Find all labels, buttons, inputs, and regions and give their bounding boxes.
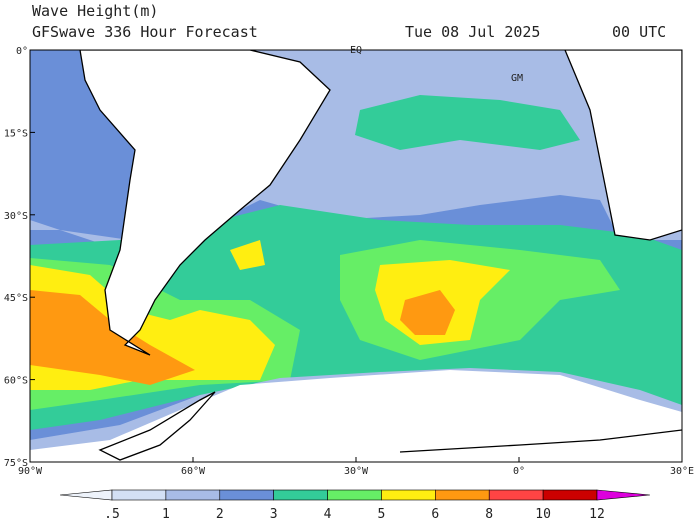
colorbar-label: 8 — [485, 507, 493, 522]
colorbar-label: 1 — [162, 507, 170, 522]
lat-label: 60°S — [4, 376, 28, 387]
marker-label: GM — [511, 73, 523, 84]
lat-label: 45°S — [4, 293, 28, 304]
lat-label: 30°S — [4, 211, 28, 222]
colorbar-box — [327, 489, 382, 501]
colorbar-box — [273, 489, 328, 501]
time-label: 00 UTC — [612, 23, 666, 41]
colorbar-box — [542, 489, 598, 501]
lat-label: 75°S — [4, 458, 28, 469]
lon-label: 30°W — [344, 466, 369, 477]
date-label: Tue 08 Jul 2025 — [405, 23, 540, 41]
colorbar-box — [111, 489, 167, 501]
lon-label: 0° — [513, 466, 525, 477]
lat-label: 0° — [16, 46, 28, 57]
model-label: GFSwave 336 Hour Forecast — [32, 23, 258, 41]
colorbar-label: 6 — [431, 507, 439, 522]
colorbar-arrow — [596, 489, 651, 501]
colorbar-box — [165, 489, 221, 501]
colorbar-label: 3 — [270, 507, 278, 522]
map — [30, 50, 682, 462]
title: Wave Height(m) — [32, 2, 158, 20]
colorbar-label: 12 — [589, 507, 605, 522]
colorbar-box — [488, 489, 544, 501]
lat-labels: 0° 15°S 30°S 45°S 60°S 75°S — [4, 46, 35, 469]
colorbar-label: .5 — [104, 507, 120, 522]
colorbar-box — [435, 489, 490, 501]
lon-label: 30°E — [670, 466, 694, 477]
lon-label: 60°W — [181, 466, 206, 477]
colorbar-box — [381, 489, 436, 501]
lat-label: 15°S — [4, 128, 28, 139]
colorbar-label: 10 — [535, 507, 551, 522]
colorbar-label: 2 — [216, 507, 224, 522]
lon-label: 90°W — [18, 466, 43, 477]
lon-labels: 90°W 60°W 30°W 0° 30°E — [18, 457, 694, 477]
marker-label: EQ — [350, 45, 362, 56]
colorbar-arrow — [59, 489, 113, 501]
colorbar: .5 1 2 3 4 5 6 8 10 12 — [59, 489, 651, 522]
colorbar-label: 4 — [324, 507, 332, 522]
colorbar-label: 5 — [378, 507, 386, 522]
colorbar-box — [219, 489, 274, 501]
